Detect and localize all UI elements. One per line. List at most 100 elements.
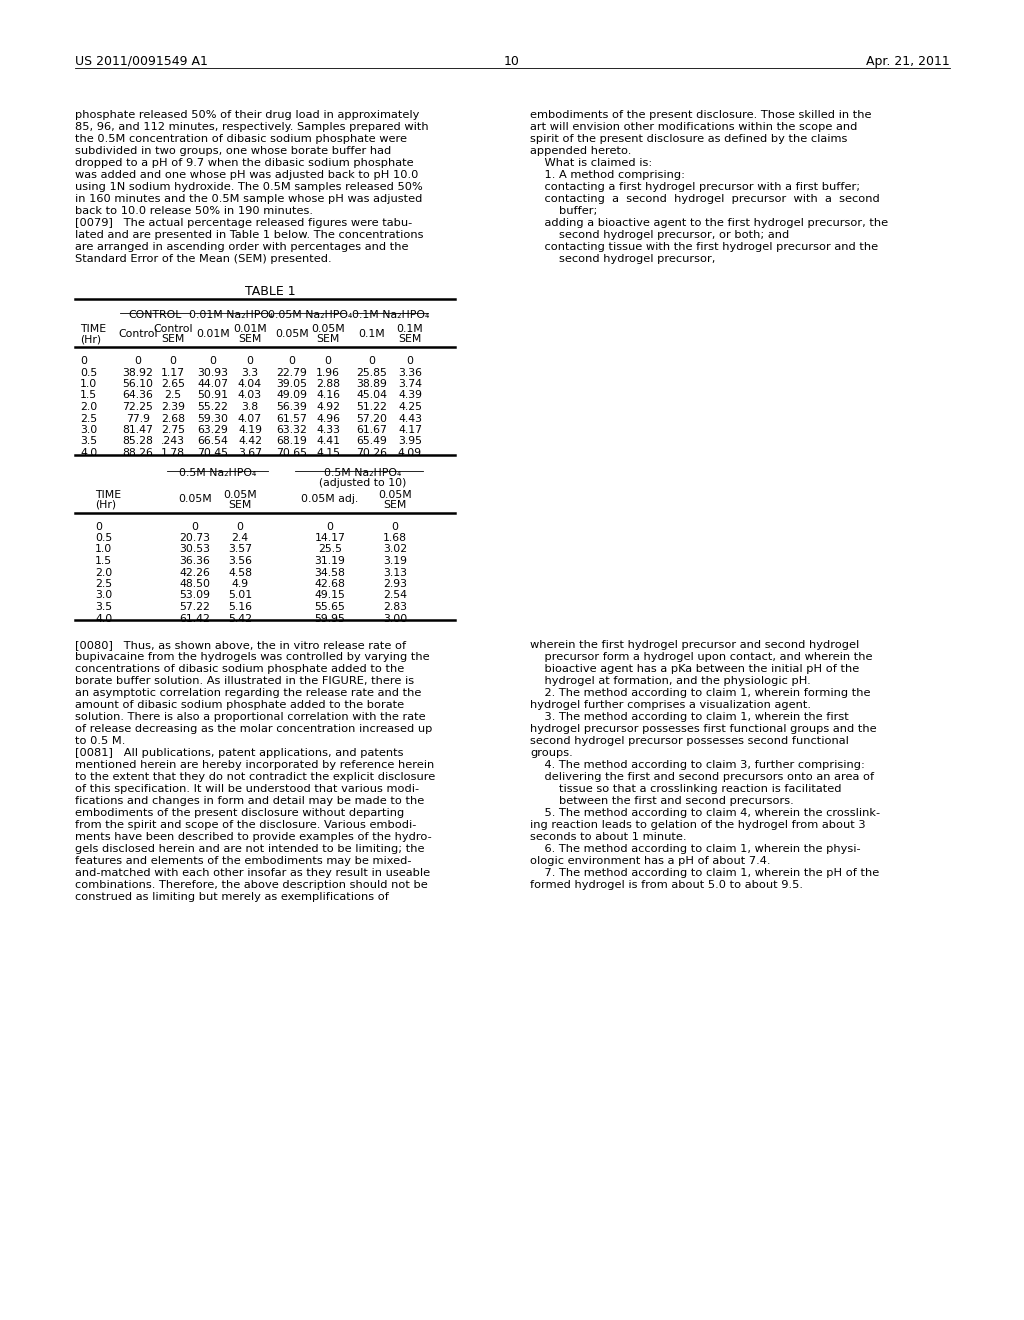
Text: using 1N sodium hydroxide. The 0.5M samples released 50%: using 1N sodium hydroxide. The 0.5M samp… (75, 182, 423, 191)
Text: 0: 0 (369, 356, 376, 366)
Text: [0079]   The actual percentage released figures were tabu-: [0079] The actual percentage released fi… (75, 218, 413, 228)
Text: 0.1M: 0.1M (358, 329, 385, 339)
Text: between the first and second precursors.: between the first and second precursors. (530, 796, 794, 807)
Text: 0.01M: 0.01M (197, 329, 229, 339)
Text: SEM: SEM (239, 334, 262, 345)
Text: 63.32: 63.32 (276, 425, 307, 436)
Text: 61.67: 61.67 (356, 425, 387, 436)
Text: of this specification. It will be understood that various modi-: of this specification. It will be unders… (75, 784, 419, 795)
Text: ologic environment has a pH of about 7.4.: ologic environment has a pH of about 7.4… (530, 855, 770, 866)
Text: Standard Error of the Mean (SEM) presented.: Standard Error of the Mean (SEM) present… (75, 253, 332, 264)
Text: was added and one whose pH was adjusted back to pH 10.0: was added and one whose pH was adjusted … (75, 170, 419, 180)
Text: contacting  a  second  hydrogel  precursor  with  a  second: contacting a second hydrogel precursor w… (530, 194, 880, 205)
Text: 0: 0 (325, 356, 332, 366)
Text: 0: 0 (95, 521, 102, 532)
Text: embodiments of the present disclosure. Those skilled in the: embodiments of the present disclosure. T… (530, 110, 871, 120)
Text: TIME: TIME (95, 490, 121, 499)
Text: 0.05M: 0.05M (311, 323, 345, 334)
Text: wherein the first hydrogel precursor and second hydrogel: wherein the first hydrogel precursor and… (530, 640, 859, 649)
Text: groups.: groups. (530, 748, 572, 758)
Text: 4. The method according to claim 3, further comprising:: 4. The method according to claim 3, furt… (530, 760, 865, 770)
Text: 0: 0 (327, 521, 334, 532)
Text: What is claimed is:: What is claimed is: (530, 158, 652, 168)
Text: 88.26: 88.26 (123, 447, 154, 458)
Text: 36.36: 36.36 (179, 556, 211, 566)
Text: 61.42: 61.42 (179, 614, 211, 623)
Text: 1.68: 1.68 (383, 533, 407, 543)
Text: 50.91: 50.91 (198, 391, 228, 400)
Text: 30.93: 30.93 (198, 367, 228, 378)
Text: in 160 minutes and the 0.5M sample whose pH was adjusted: in 160 minutes and the 0.5M sample whose… (75, 194, 422, 205)
Text: appended hereto.: appended hereto. (530, 147, 632, 156)
Text: bioactive agent has a pKa between the initial pH of the: bioactive agent has a pKa between the in… (530, 664, 859, 675)
Text: 4.92: 4.92 (316, 403, 340, 412)
Text: 1.5: 1.5 (80, 391, 97, 400)
Text: to 0.5 M.: to 0.5 M. (75, 737, 125, 746)
Text: 4.07: 4.07 (238, 413, 262, 424)
Text: 51.22: 51.22 (356, 403, 387, 412)
Text: 59.30: 59.30 (198, 413, 228, 424)
Text: second hydrogel precursor possesses second functional: second hydrogel precursor possesses seco… (530, 737, 849, 746)
Text: 70.45: 70.45 (198, 447, 228, 458)
Text: 38.92: 38.92 (123, 367, 154, 378)
Text: 4.42: 4.42 (238, 437, 262, 446)
Text: subdivided in two groups, one whose borate buffer had: subdivided in two groups, one whose bora… (75, 147, 391, 156)
Text: 38.89: 38.89 (356, 379, 387, 389)
Text: 61.57: 61.57 (276, 413, 307, 424)
Text: 44.07: 44.07 (198, 379, 228, 389)
Text: lated and are presented in Table 1 below. The concentrations: lated and are presented in Table 1 below… (75, 230, 424, 240)
Text: 0.05M adj.: 0.05M adj. (301, 495, 358, 504)
Text: formed hydrogel is from about 5.0 to about 9.5.: formed hydrogel is from about 5.0 to abo… (530, 880, 803, 890)
Text: 5.01: 5.01 (228, 590, 252, 601)
Text: 4.09: 4.09 (398, 447, 422, 458)
Text: tissue so that a crosslinking reaction is facilitated: tissue so that a crosslinking reaction i… (530, 784, 842, 795)
Text: second hydrogel precursor, or both; and: second hydrogel precursor, or both; and (530, 230, 790, 240)
Text: 55.65: 55.65 (314, 602, 345, 612)
Text: 4.0: 4.0 (80, 447, 97, 458)
Text: 2.54: 2.54 (383, 590, 407, 601)
Text: 4.58: 4.58 (228, 568, 252, 578)
Text: 81.47: 81.47 (123, 425, 154, 436)
Text: 2.75: 2.75 (161, 425, 185, 436)
Text: are arranged in ascending order with percentages and the: are arranged in ascending order with per… (75, 242, 409, 252)
Text: 0.01M Na₂HPO₄: 0.01M Na₂HPO₄ (189, 310, 273, 319)
Text: art will envision other modifications within the scope and: art will envision other modifications wi… (530, 121, 857, 132)
Text: 4.16: 4.16 (316, 391, 340, 400)
Text: embodiments of the present disclosure without departing: embodiments of the present disclosure wi… (75, 808, 404, 818)
Text: 2. The method according to claim 1, wherein forming the: 2. The method according to claim 1, wher… (530, 688, 870, 698)
Text: 1.0: 1.0 (95, 544, 113, 554)
Text: 1. A method comprising:: 1. A method comprising: (530, 170, 685, 180)
Text: 4.96: 4.96 (316, 413, 340, 424)
Text: 5.42: 5.42 (228, 614, 252, 623)
Text: 53.09: 53.09 (179, 590, 211, 601)
Text: gels disclosed herein and are not intended to be limiting; the: gels disclosed herein and are not intend… (75, 843, 425, 854)
Text: 14.17: 14.17 (314, 533, 345, 543)
Text: 0.01M: 0.01M (233, 323, 267, 334)
Text: amount of dibasic sodium phosphate added to the borate: amount of dibasic sodium phosphate added… (75, 700, 404, 710)
Text: 3.36: 3.36 (398, 367, 422, 378)
Text: 85, 96, and 112 minutes, respectively. Samples prepared with: 85, 96, and 112 minutes, respectively. S… (75, 121, 429, 132)
Text: 3.00: 3.00 (383, 614, 408, 623)
Text: 0.05M: 0.05M (223, 490, 257, 499)
Text: hydrogel further comprises a visualization agent.: hydrogel further comprises a visualizati… (530, 700, 811, 710)
Text: 66.54: 66.54 (198, 437, 228, 446)
Text: phosphate released 50% of their drug load in approximately: phosphate released 50% of their drug loa… (75, 110, 420, 120)
Text: 4.39: 4.39 (398, 391, 422, 400)
Text: ments have been described to provide examples of the hydro-: ments have been described to provide exa… (75, 832, 432, 842)
Text: (adjusted to 10): (adjusted to 10) (318, 478, 407, 487)
Text: Control: Control (154, 323, 193, 334)
Text: 0: 0 (80, 356, 87, 366)
Text: 48.50: 48.50 (179, 579, 211, 589)
Text: 42.68: 42.68 (314, 579, 345, 589)
Text: 0: 0 (407, 356, 414, 366)
Text: 1.0: 1.0 (80, 379, 97, 389)
Text: bupivacaine from the hydrogels was controlled by varying the: bupivacaine from the hydrogels was contr… (75, 652, 430, 663)
Text: precursor form a hydrogel upon contact, and wherein the: precursor form a hydrogel upon contact, … (530, 652, 872, 663)
Text: 3.56: 3.56 (228, 556, 252, 566)
Text: features and elements of the embodiments may be mixed-: features and elements of the embodiments… (75, 855, 412, 866)
Text: 4.9: 4.9 (231, 579, 249, 589)
Text: 56.39: 56.39 (276, 403, 307, 412)
Text: 2.65: 2.65 (161, 379, 185, 389)
Text: 0.5M Na₂HPO₄: 0.5M Na₂HPO₄ (324, 467, 401, 478)
Text: 2.39: 2.39 (161, 403, 185, 412)
